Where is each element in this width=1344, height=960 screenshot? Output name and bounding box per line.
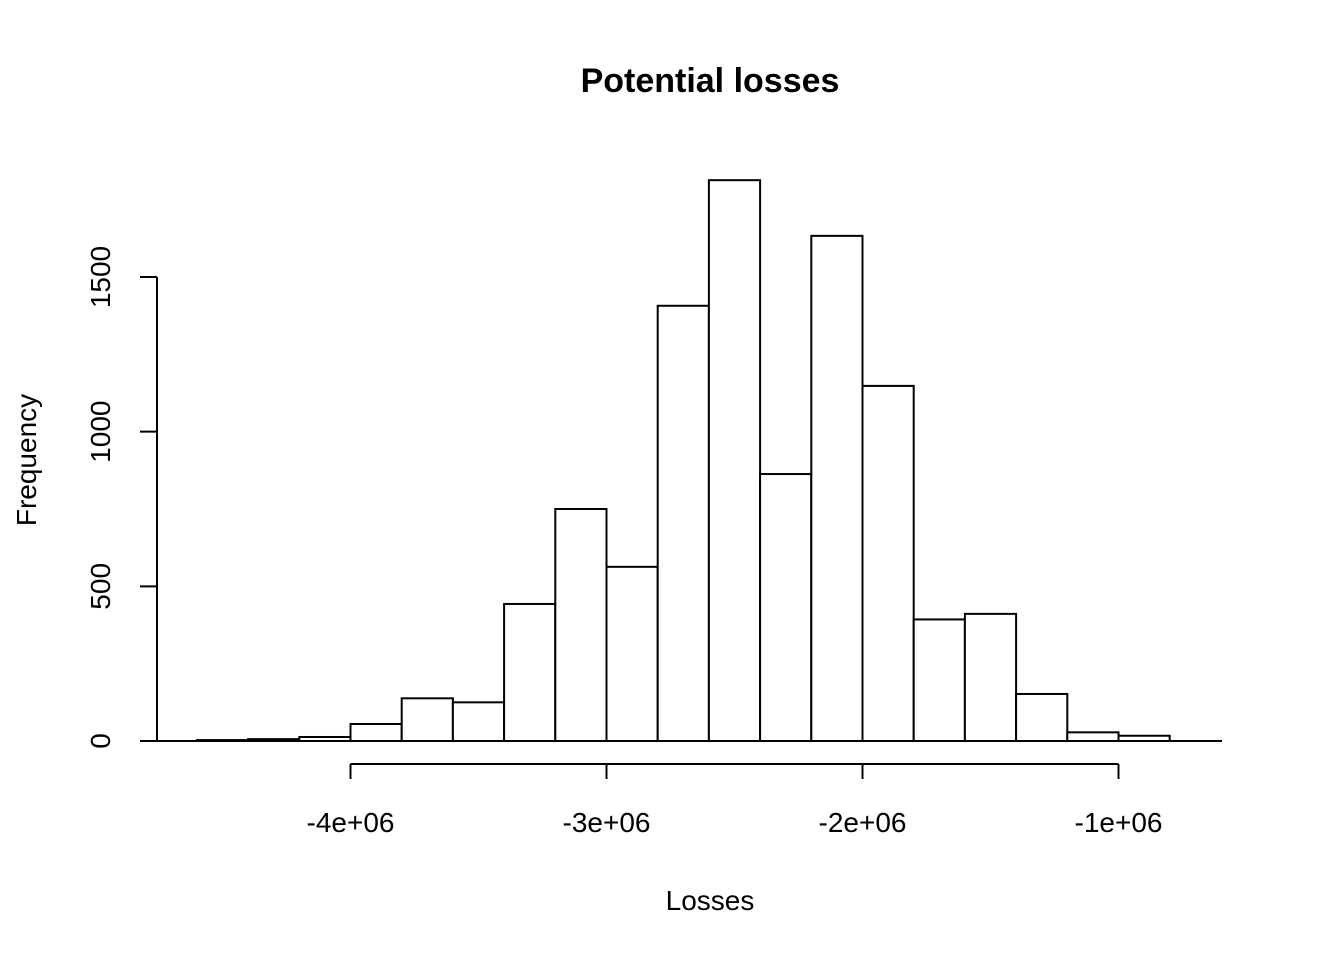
histogram-bar bbox=[349, 722, 403, 743]
histogram-bar bbox=[656, 304, 710, 742]
y-tick-label: 1500 bbox=[85, 246, 116, 308]
x-axis-label: Losses bbox=[666, 885, 755, 916]
histogram-bar bbox=[451, 701, 506, 742]
x-tick-label: -1e+06 bbox=[1075, 807, 1163, 838]
histogram-bar bbox=[400, 697, 454, 743]
chart-title: Potential losses bbox=[581, 62, 840, 100]
histogram-bar bbox=[810, 234, 864, 742]
histogram-bar bbox=[605, 565, 659, 742]
histogram-bar bbox=[1015, 692, 1069, 742]
histogram-bar bbox=[912, 618, 966, 743]
x-tick-label: -3e+06 bbox=[563, 807, 651, 838]
y-axis: 0 500 1000 1500 bbox=[85, 246, 158, 749]
histogram-bar bbox=[503, 602, 557, 742]
histogram-bar bbox=[759, 473, 813, 742]
y-axis-label: Frequency bbox=[11, 394, 42, 526]
histogram-bar bbox=[1066, 731, 1120, 743]
y-tick-label: 1000 bbox=[85, 401, 116, 463]
x-axis: -4e+06 -3e+06 -2e+06 -1e+06 bbox=[307, 763, 1163, 838]
histogram-bars bbox=[140, 179, 1222, 743]
histogram-bar bbox=[707, 179, 762, 743]
histogram-bar bbox=[861, 384, 915, 742]
x-tick-label: -2e+06 bbox=[819, 807, 907, 838]
histogram-bar bbox=[554, 508, 608, 742]
y-tick-label: 500 bbox=[85, 563, 116, 610]
y-tick-label: 0 bbox=[85, 733, 116, 749]
x-tick-label: -4e+06 bbox=[307, 807, 395, 838]
histogram-bar bbox=[963, 612, 1018, 743]
